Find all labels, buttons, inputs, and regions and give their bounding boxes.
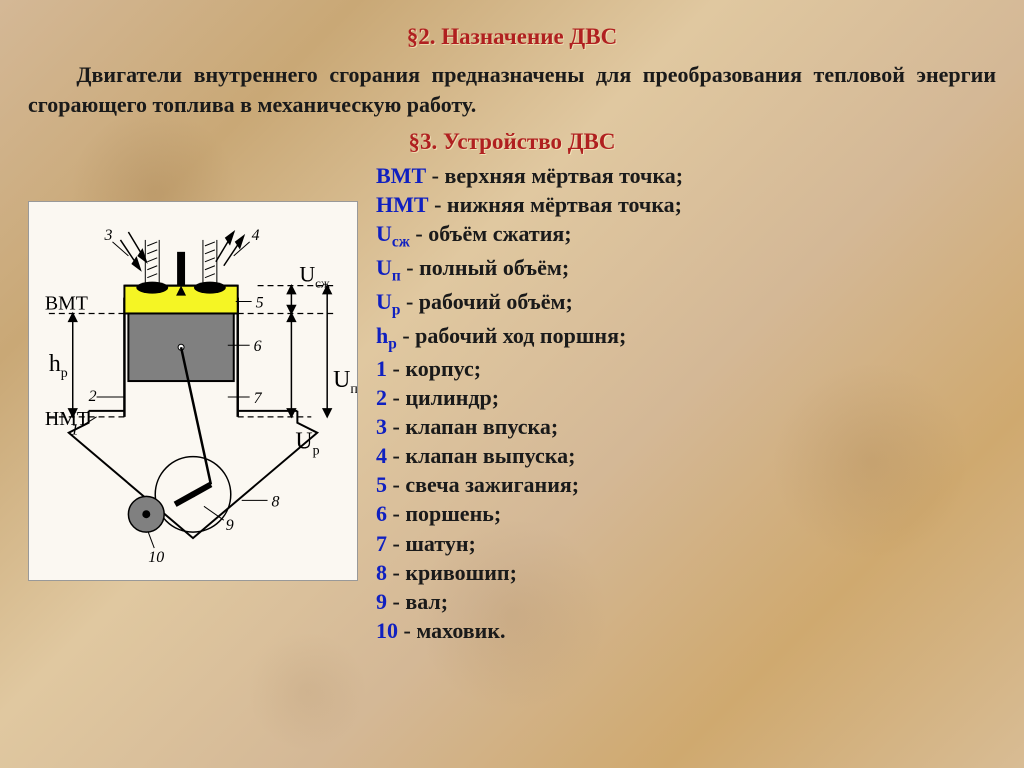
legend-term: 6 <box>376 501 387 526</box>
legend-term: 7 <box>376 531 387 556</box>
legend-term: hр <box>376 323 397 348</box>
legend-desc: - рабочий ход поршня; <box>397 323 627 348</box>
legend-term: 9 <box>376 589 387 614</box>
diagram-column: ВМТ НМТ hp Uсж Uп Uр 3 4 5 6 7 2 1 8 9 1… <box>28 161 358 644</box>
legend-desc: - вал; <box>387 589 448 614</box>
legend-desc: - клапан выпуска; <box>387 443 575 468</box>
label-6: 6 <box>254 339 262 356</box>
label-5: 5 <box>256 295 264 312</box>
section-heading-3: §3. Устройство ДВС <box>28 129 996 155</box>
label-9: 9 <box>226 518 234 535</box>
legend-desc: - верхняя мёртвая точка; <box>426 163 683 188</box>
purpose-paragraph: Двигатели внутреннего сгорания предназна… <box>28 60 996 119</box>
label-4: 4 <box>252 227 260 244</box>
label-hmt: НМТ <box>45 408 89 430</box>
legend-desc: - корпус; <box>387 356 481 381</box>
legend-line: 2 - цилиндр; <box>376 383 996 412</box>
section-heading-2: §2. Назначение ДВС <box>28 24 996 50</box>
legend-line: 3 - клапан впуска; <box>376 412 996 441</box>
legend-term: ВМТ <box>376 163 426 188</box>
legend-term: 5 <box>376 472 387 497</box>
legend-line: Uр - рабочий объём; <box>376 287 996 321</box>
legend-line: ВМТ - верхняя мёртвая точка; <box>376 161 996 190</box>
legend-line: 1 - корпус; <box>376 354 996 383</box>
legend-line: 7 - шатун; <box>376 529 996 558</box>
label-2: 2 <box>89 388 97 405</box>
legend-term: 10 <box>376 618 398 643</box>
legend-desc: - шатун; <box>387 531 476 556</box>
legend-desc: - маховик. <box>398 618 506 643</box>
legend-term: Uп <box>376 255 401 280</box>
label-7: 7 <box>254 390 263 407</box>
label-bmt: ВМТ <box>45 293 88 315</box>
label-10: 10 <box>148 549 164 566</box>
legend-term: Uсж <box>376 221 410 246</box>
label-3: 3 <box>104 227 113 244</box>
legend-desc: - клапан впуска; <box>387 414 558 439</box>
legend-desc: - рабочий объём; <box>400 289 572 314</box>
legend-term: 2 <box>376 385 387 410</box>
content-row: ВМТ НМТ hp Uсж Uп Uр 3 4 5 6 7 2 1 8 9 1… <box>28 161 996 644</box>
legend-desc: - полный объём; <box>401 255 569 280</box>
legend-line: Uп - полный объём; <box>376 253 996 287</box>
legend-line: Uсж - объём сжатия; <box>376 219 996 253</box>
legend-line: НМТ - нижняя мёртвая точка; <box>376 190 996 219</box>
legend-term: 8 <box>376 560 387 585</box>
legend-desc: - кривошип; <box>387 560 517 585</box>
legend-term: НМТ <box>376 192 429 217</box>
legend-term: 3 <box>376 414 387 439</box>
legend-desc: - объём сжатия; <box>410 221 572 246</box>
label-1: 1 <box>71 422 79 439</box>
legend-desc: - поршень; <box>387 501 501 526</box>
legend-term: 4 <box>376 443 387 468</box>
legend-line: 4 - клапан выпуска; <box>376 441 996 470</box>
legend-desc: - нижняя мёртвая точка; <box>429 192 682 217</box>
legend-line: 10 - маховик. <box>376 616 996 645</box>
legend-term: Uр <box>376 289 400 314</box>
legend-line: 9 - вал; <box>376 587 996 616</box>
legend-line: hр - рабочий ход поршня; <box>376 321 996 355</box>
label-8: 8 <box>272 494 280 511</box>
legend-term: 1 <box>376 356 387 381</box>
page-root: §2. Назначение ДВС Двигатели внутреннего… <box>0 0 1024 669</box>
legend-desc: - свеча зажигания; <box>387 472 579 497</box>
legend-desc: - цилиндр; <box>387 385 499 410</box>
legend-column: ВМТ - верхняя мёртвая точка;НМТ - нижняя… <box>376 161 996 644</box>
engine-diagram: ВМТ НМТ hp Uсж Uп Uр 3 4 5 6 7 2 1 8 9 1… <box>28 201 358 581</box>
legend-line: 6 - поршень; <box>376 499 996 528</box>
legend-line: 8 - кривошип; <box>376 558 996 587</box>
legend-line: 5 - свеча зажигания; <box>376 470 996 499</box>
